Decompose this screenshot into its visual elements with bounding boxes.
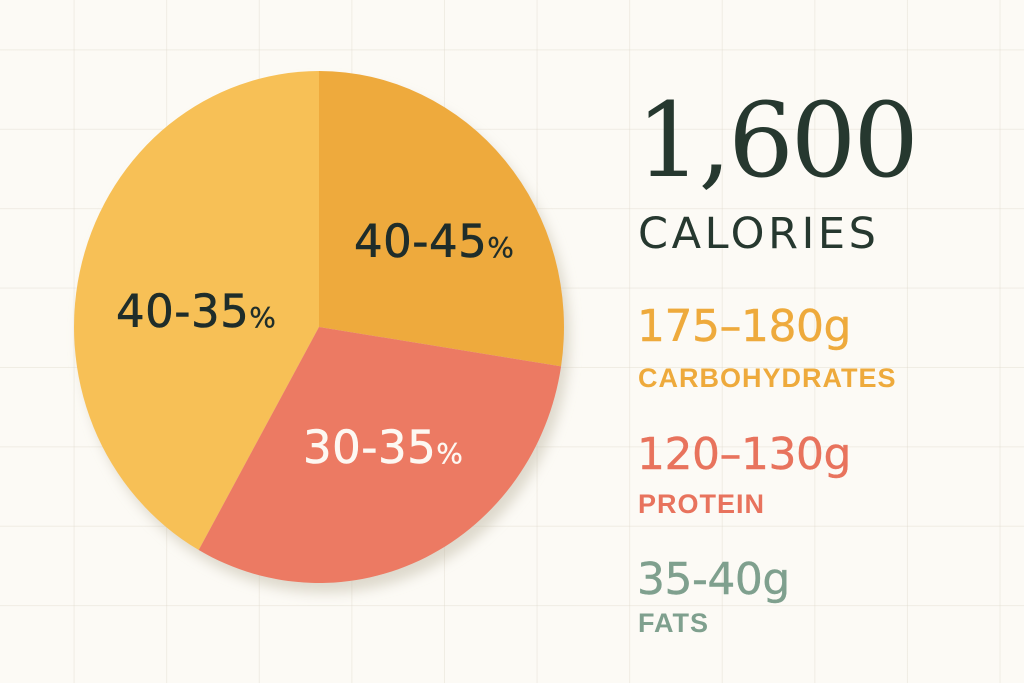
fats-amount: 35-40g bbox=[637, 554, 791, 605]
carbohydrates-amount: 175–180g bbox=[637, 301, 852, 352]
pie-slices bbox=[74, 71, 564, 583]
pie-label-protein: 30-35% bbox=[303, 425, 464, 471]
pie-label-carbohydrates-percent-sign: % bbox=[487, 231, 515, 264]
pie-label-carbohydrates: 40-45% bbox=[354, 219, 515, 265]
pie-label-carbohydrates-value: 40-45 bbox=[354, 215, 488, 268]
pie-label-protein-percent-sign: % bbox=[436, 437, 464, 470]
protein-label: PROTEIN bbox=[638, 489, 766, 519]
pie-label-fats-value: 40-35 bbox=[116, 285, 250, 338]
pie-label-protein-value: 30-35 bbox=[303, 421, 437, 474]
carbohydrates-label: CARBOHYDRATES bbox=[638, 363, 897, 393]
pie-slice-protein bbox=[198, 327, 562, 583]
pie-label-fats: 40-35% bbox=[116, 289, 277, 335]
calorie-label: CALORIES bbox=[638, 209, 880, 259]
fats-label: FATS bbox=[638, 608, 709, 638]
calorie-total: 1,600 bbox=[636, 81, 919, 201]
pie-slice-fats bbox=[74, 71, 319, 551]
pie-label-fats-percent-sign: % bbox=[249, 301, 277, 334]
pie-slice-carbohydrates bbox=[319, 71, 564, 367]
protein-amount: 120–130g bbox=[637, 429, 852, 480]
